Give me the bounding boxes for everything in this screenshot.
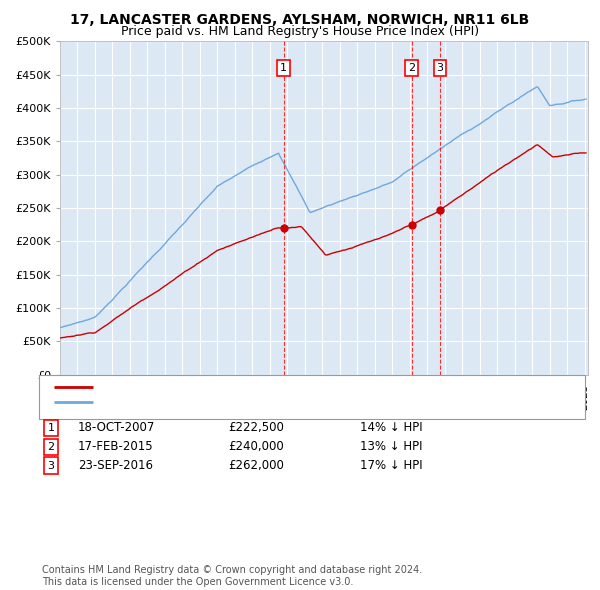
Text: Contains HM Land Registry data © Crown copyright and database right 2024.
This d: Contains HM Land Registry data © Crown c…: [42, 565, 422, 587]
Text: 17% ↓ HPI: 17% ↓ HPI: [360, 459, 422, 472]
Text: 2: 2: [408, 63, 415, 73]
Text: 17, LANCASTER GARDENS, AYLSHAM, NORWICH, NR11 6LB: 17, LANCASTER GARDENS, AYLSHAM, NORWICH,…: [70, 13, 530, 27]
Text: 3: 3: [47, 461, 55, 470]
Text: 17-FEB-2015: 17-FEB-2015: [78, 440, 154, 453]
Text: 1: 1: [280, 63, 287, 73]
Text: HPI: Average price, detached house, Broadland: HPI: Average price, detached house, Broa…: [99, 398, 345, 407]
Text: 13% ↓ HPI: 13% ↓ HPI: [360, 440, 422, 453]
Text: 18-OCT-2007: 18-OCT-2007: [78, 421, 155, 434]
Text: 1: 1: [47, 423, 55, 432]
Text: £222,500: £222,500: [228, 421, 284, 434]
Text: £262,000: £262,000: [228, 459, 284, 472]
Text: 2: 2: [47, 442, 55, 451]
Text: £240,000: £240,000: [228, 440, 284, 453]
Text: 14% ↓ HPI: 14% ↓ HPI: [360, 421, 422, 434]
Text: 3: 3: [436, 63, 443, 73]
Text: 23-SEP-2016: 23-SEP-2016: [78, 459, 153, 472]
Text: Price paid vs. HM Land Registry's House Price Index (HPI): Price paid vs. HM Land Registry's House …: [121, 25, 479, 38]
Text: 17, LANCASTER GARDENS, AYLSHAM, NORWICH, NR11 6LB (detached house): 17, LANCASTER GARDENS, AYLSHAM, NORWICH,…: [99, 382, 501, 392]
